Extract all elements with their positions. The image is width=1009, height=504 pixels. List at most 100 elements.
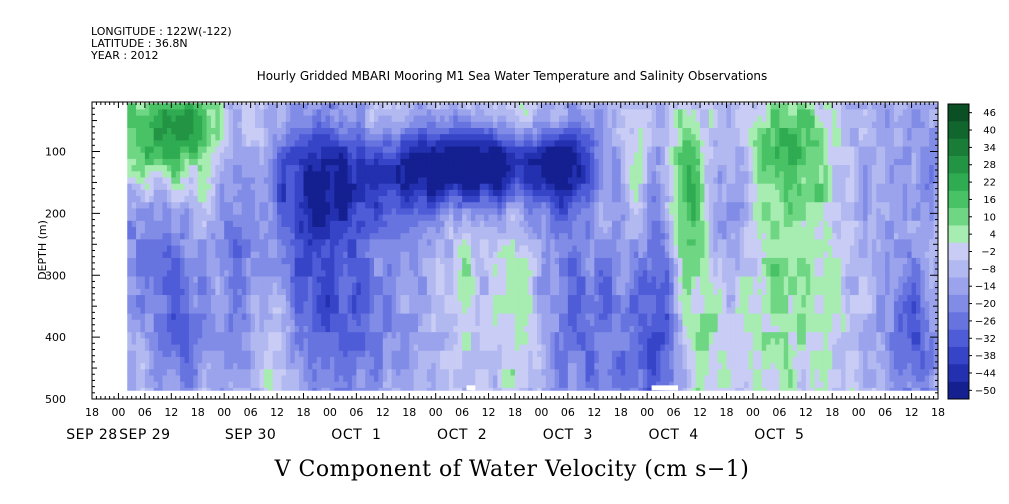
field-cell [413, 177, 419, 185]
field-cell [382, 350, 388, 358]
field-cell [343, 146, 348, 154]
field-cell [215, 301, 221, 308]
field-cell [268, 196, 274, 203]
field-cell [360, 338, 366, 345]
field-cell [422, 270, 428, 277]
field-cell [316, 332, 322, 339]
field-cell [413, 369, 419, 376]
field-cell [197, 251, 203, 259]
field-cell [210, 158, 216, 166]
field-cell [457, 325, 463, 333]
field-cell [144, 387, 150, 391]
field-cell [334, 103, 340, 110]
field-cell [351, 257, 357, 265]
field-cell [492, 189, 498, 197]
field-cell [144, 140, 150, 147]
field-cell [470, 369, 476, 376]
field-cell [537, 282, 542, 290]
field-cell [347, 356, 353, 364]
field-cell [585, 332, 591, 339]
field-cell [585, 214, 591, 222]
field-cell [338, 264, 344, 271]
field-cell [175, 350, 181, 358]
field-cell [572, 196, 578, 203]
field-cell [589, 344, 595, 352]
field-cell [554, 140, 560, 147]
field-cell [506, 109, 511, 117]
field-cell [422, 115, 428, 123]
field-cell [400, 338, 406, 345]
field-cell [316, 338, 322, 345]
field-cell [448, 214, 454, 222]
field-cell [554, 338, 560, 345]
field-cell [175, 325, 181, 333]
field-cell [462, 338, 467, 345]
field-cell [158, 146, 163, 154]
field-cell [347, 220, 353, 228]
field-cell [246, 146, 252, 154]
field-cell [290, 369, 296, 376]
field-cell [537, 140, 542, 147]
field-cell [541, 363, 547, 370]
field-cell [343, 208, 348, 216]
field-cell [334, 158, 340, 166]
field-cell [338, 338, 344, 345]
field-cell [585, 127, 591, 135]
field-cell [378, 245, 384, 253]
field-cell [400, 127, 406, 135]
field-cell [457, 158, 463, 166]
field-cell [453, 313, 459, 321]
field-cell [365, 146, 370, 154]
field-cell [479, 356, 485, 364]
field-cell [365, 220, 370, 228]
field-cell [250, 208, 256, 216]
field-cell [589, 276, 595, 284]
field-cell [418, 177, 423, 185]
field-cell [307, 387, 313, 391]
field-cell [492, 177, 498, 185]
field-cell [413, 301, 419, 308]
field-cell [563, 202, 569, 209]
field-cell [334, 381, 340, 389]
field-cell [171, 239, 177, 246]
field-cell [550, 350, 556, 358]
field-cell [466, 220, 472, 228]
field-cell [285, 381, 291, 389]
field-cell [589, 152, 595, 160]
field-cell [365, 152, 370, 160]
field-cell [255, 183, 260, 191]
field-cell [347, 239, 353, 246]
field-cell [581, 220, 586, 228]
field-cell [299, 226, 304, 234]
field-cell [158, 282, 163, 290]
field-cell [325, 165, 331, 172]
field-cell [391, 270, 397, 277]
field-cell [378, 375, 384, 383]
field-cell [246, 121, 252, 129]
field-cell [409, 171, 415, 178]
field-cell [237, 381, 243, 389]
field-cell [360, 177, 366, 185]
field-cell [475, 140, 481, 147]
field-cell [396, 338, 401, 345]
field-cell [246, 363, 252, 370]
field-cell [409, 363, 415, 370]
field-cell [303, 196, 309, 203]
field-cell [444, 251, 450, 259]
field-cell [466, 381, 472, 389]
field-cell [413, 134, 419, 141]
field-cell [140, 363, 146, 370]
field-cell [413, 319, 419, 327]
field-cell [550, 387, 556, 391]
field-cell [237, 313, 243, 321]
field-cell [492, 381, 498, 389]
field-cell [338, 307, 344, 315]
field-cell [396, 208, 401, 216]
field-cell [343, 202, 348, 209]
field-cell [554, 177, 560, 185]
field-cell [400, 109, 406, 117]
field-cell [422, 288, 428, 296]
field-cell [488, 220, 494, 228]
field-cell [444, 127, 450, 135]
field-cell [453, 387, 459, 391]
